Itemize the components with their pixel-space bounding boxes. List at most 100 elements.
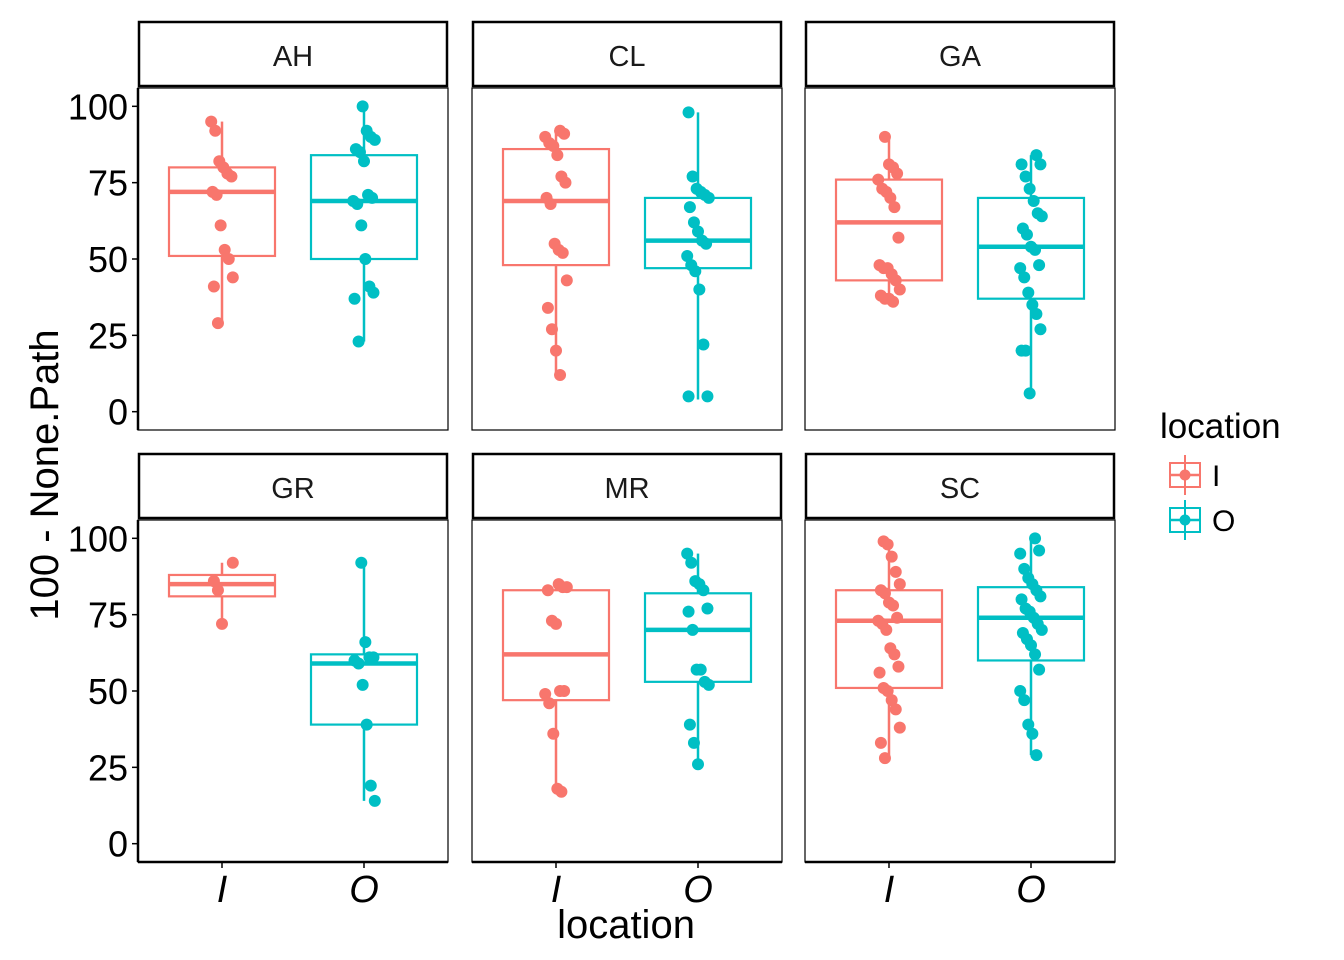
data-point — [888, 648, 901, 661]
box-o — [976, 532, 1086, 762]
y-tick-label: 0 — [108, 824, 128, 865]
data-point — [366, 191, 379, 204]
data-point — [884, 191, 897, 204]
data-point — [697, 584, 710, 597]
data-point — [359, 636, 372, 649]
data-point — [210, 188, 223, 201]
data-point — [874, 736, 887, 749]
data-point — [560, 581, 573, 594]
y-tick-label: 50 — [88, 239, 128, 280]
data-point — [368, 133, 381, 146]
legend-entries: IO — [1169, 455, 1235, 540]
data-point — [550, 344, 562, 357]
data-point — [1029, 648, 1042, 661]
data-point — [1026, 727, 1039, 740]
data-point — [885, 694, 898, 707]
data-point — [560, 274, 573, 287]
data-point — [873, 666, 886, 679]
data-point — [355, 556, 368, 569]
data-point — [1025, 639, 1037, 652]
data-point — [1022, 718, 1035, 731]
data-point — [1034, 590, 1047, 603]
data-point — [893, 283, 906, 296]
data-point — [222, 253, 235, 265]
data-point — [697, 338, 710, 351]
data-point — [682, 605, 695, 618]
axes-layer: 0 25 50 75 100 0 25 50 75 100 I O I O I O — [68, 86, 1115, 911]
data-point — [702, 678, 715, 691]
data-point — [681, 547, 694, 560]
iqr-box — [834, 178, 944, 282]
data-point — [1029, 532, 1042, 545]
data-point — [544, 198, 557, 211]
data-point — [1033, 544, 1046, 557]
y-tick-label: 50 — [88, 671, 128, 712]
data-point — [702, 191, 715, 204]
facets-layer: AH CL GA GR MR SC — [137, 20, 1116, 863]
facet-panel-mr: MR — [471, 452, 783, 863]
data-point — [1023, 387, 1036, 400]
legend-entry-i: I — [1169, 455, 1220, 495]
facet-strip — [137, 20, 449, 88]
box-i — [167, 115, 277, 330]
data-point — [888, 201, 901, 214]
data-point — [352, 335, 365, 348]
data-point — [1014, 262, 1027, 275]
data-point — [1022, 286, 1035, 299]
iqr-box — [167, 166, 277, 258]
box-o — [976, 149, 1086, 400]
data-point — [681, 249, 694, 262]
data-point — [701, 390, 714, 403]
facet-panel-gr: GR — [137, 452, 449, 863]
data-point — [368, 794, 381, 807]
data-point — [892, 231, 905, 244]
data-point — [1033, 663, 1046, 676]
legend-title: location — [1160, 407, 1281, 446]
data-point — [891, 167, 904, 180]
data-point — [693, 283, 706, 296]
data-point — [225, 170, 238, 183]
data-point — [692, 225, 704, 238]
data-point — [1029, 243, 1042, 256]
data-point — [1014, 547, 1027, 560]
data-point — [1015, 158, 1028, 171]
facet-strip-label: CL — [608, 41, 645, 73]
data-point — [207, 575, 220, 588]
box-i — [834, 535, 944, 765]
data-point — [889, 565, 902, 578]
data-point — [891, 611, 904, 624]
data-point — [547, 727, 560, 740]
data-point — [216, 617, 228, 630]
data-point — [359, 253, 372, 265]
facet-panel-sc: SC — [804, 452, 1116, 863]
data-point — [539, 688, 552, 701]
data-point — [541, 584, 554, 597]
box-i — [834, 130, 944, 308]
iqr-box — [309, 154, 419, 261]
data-point — [352, 657, 365, 670]
data-point — [893, 578, 906, 591]
x-tick-label: I — [884, 869, 895, 911]
data-point — [1018, 562, 1031, 575]
data-point — [367, 651, 380, 664]
data-point — [558, 127, 571, 140]
facet-strip — [471, 452, 783, 520]
data-point — [355, 219, 368, 232]
data-point — [367, 286, 380, 299]
data-point — [687, 736, 700, 749]
data-point — [218, 243, 231, 256]
data-point — [543, 697, 556, 710]
data-point — [889, 703, 902, 716]
facet-strip-label: GR — [271, 473, 315, 505]
facet-panel-ah: AH — [137, 20, 449, 431]
box-o — [643, 106, 753, 403]
facet-strip — [804, 20, 1116, 88]
y-tick-label: 75 — [88, 595, 128, 636]
iqr-box — [643, 592, 753, 683]
box-i — [501, 124, 611, 382]
data-point — [205, 115, 218, 128]
y-tick-label: 100 — [68, 518, 128, 559]
legend: location IO — [1160, 407, 1281, 540]
data-point — [1019, 344, 1032, 357]
